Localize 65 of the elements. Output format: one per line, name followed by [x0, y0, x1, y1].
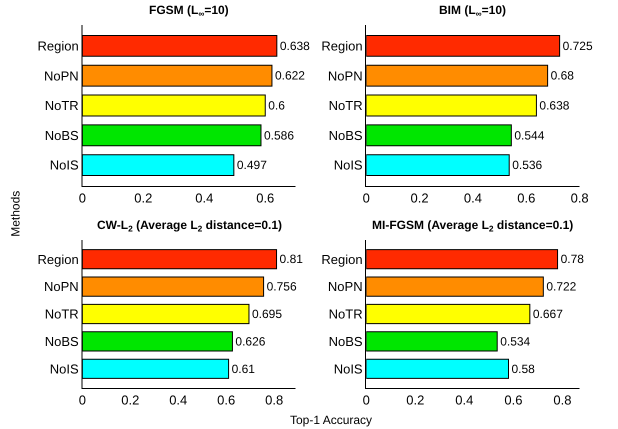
y-tick-label: NoIS — [50, 361, 80, 376]
y-tick-label: Region — [321, 38, 363, 54]
chart-title: CW-L$_{2}$ (Average L$_{2}$ distance=0.1) — [97, 218, 282, 234]
x-tick-label: 0.6 — [217, 392, 236, 408]
y-tick-label: Region — [38, 252, 79, 267]
y-tick-label: NoBS — [328, 128, 363, 143]
data-label: 0.638 — [539, 98, 570, 112]
data-label: 0.695 — [252, 307, 282, 321]
x-tick-label: 0 — [78, 392, 86, 408]
data-label: 0.61 — [232, 362, 256, 376]
data-label: 0.586 — [264, 128, 294, 142]
data-label: 0.622 — [274, 68, 306, 83]
data-label: 0.81 — [280, 252, 304, 266]
y-tick-label: NoPN — [44, 279, 79, 294]
y-tick-label: NoBS — [328, 334, 363, 349]
x-tick-label: 0 — [78, 190, 86, 206]
data-label: 0.626 — [235, 334, 266, 348]
x-tick-label: 0.2 — [410, 190, 429, 206]
x-tick-label: 0.2 — [134, 190, 152, 206]
x-tick-label: 0.4 — [464, 190, 482, 206]
data-label: 0.58 — [511, 362, 536, 376]
y-tick-label: Region — [38, 38, 79, 54]
y-tick-label: NoTR — [44, 306, 79, 322]
x-tick-label: 0.6 — [256, 190, 274, 206]
data-label: 0.497 — [236, 158, 268, 172]
y-tick-label: NoIS — [334, 158, 363, 173]
data-label: 0.534 — [500, 334, 531, 348]
y-axis-title: Methods — [8, 190, 23, 237]
chart-title: MI-FGSM (Average L$_{2}$ distance=0.1) — [372, 218, 574, 234]
data-label: 0.536 — [512, 158, 543, 172]
data-label: 0.725 — [562, 38, 593, 53]
y-tick-label: NoPN — [328, 279, 363, 294]
x-tick-label: 0.8 — [265, 392, 284, 408]
y-tick-label: NoPN — [328, 68, 363, 84]
y-tick-label: NoTR — [44, 98, 79, 114]
data-label: 0.667 — [532, 307, 564, 321]
x-axis-title: Top-1 Accuracy — [290, 413, 372, 427]
x-tick-label: 0.2 — [121, 392, 140, 408]
data-label: 0.544 — [514, 128, 545, 142]
y-tick-label: NoPN — [44, 68, 79, 84]
data-label: 0.638 — [280, 38, 310, 53]
y-tick-label: NoTR — [328, 98, 363, 114]
x-tick-label: 0.4 — [455, 392, 474, 408]
data-label: 0.6 — [268, 98, 286, 112]
x-tick-label: 0 — [362, 392, 370, 408]
chart-title: FGSM (L$_{∞}$=10) — [149, 3, 229, 19]
chart-title: BIM (L$_{∞}$=10) — [439, 3, 506, 19]
y-tick-label: Region — [321, 252, 363, 267]
data-label: 0.78 — [560, 252, 584, 266]
y-tick-label: NoIS — [334, 361, 363, 376]
y-tick-label: NoBS — [44, 128, 80, 143]
x-tick-label: 0.4 — [169, 392, 188, 408]
x-tick-label: 0.8 — [570, 190, 589, 206]
x-tick-label: 0.2 — [406, 392, 424, 408]
data-label: 0.756 — [266, 280, 297, 294]
x-tick-label: 0.6 — [517, 190, 536, 206]
data-label: 0.722 — [546, 280, 577, 294]
y-tick-label: NoBS — [44, 334, 80, 349]
y-tick-label: NoIS — [50, 158, 80, 173]
x-tick-label: 0 — [362, 190, 370, 206]
data-label: 0.68 — [550, 68, 574, 83]
y-tick-label: NoTR — [328, 306, 363, 322]
x-tick-label: 0.4 — [195, 190, 214, 206]
x-tick-label: 0.8 — [553, 392, 572, 408]
x-tick-label: 0.6 — [504, 392, 522, 408]
